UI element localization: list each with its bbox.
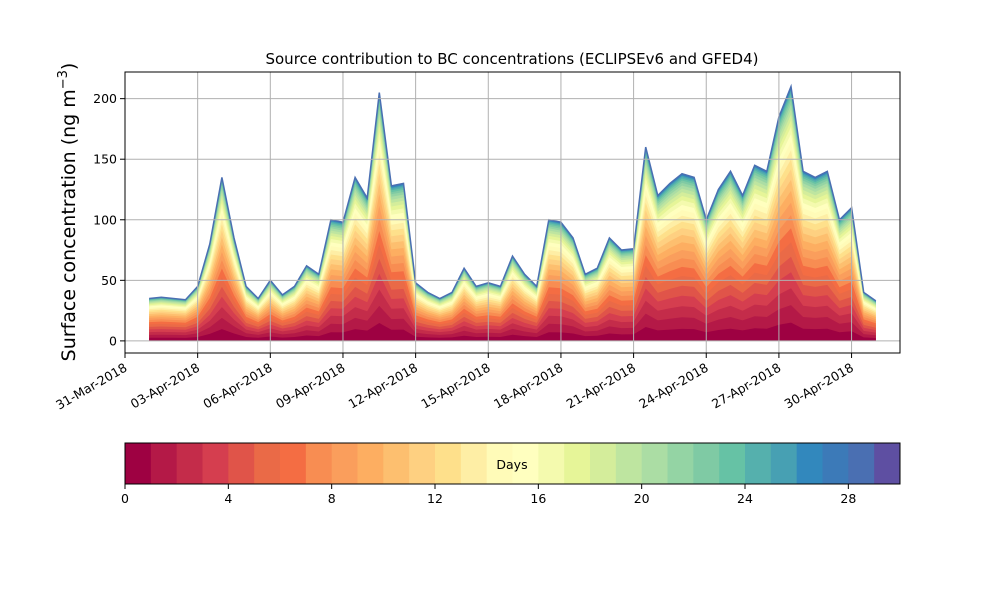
colorbar xyxy=(125,443,901,484)
colorbar-tick-label: 8 xyxy=(328,491,336,506)
colorbar-label: Days xyxy=(496,457,527,472)
colorbar-segment xyxy=(564,443,591,484)
colorbar-tick-label: 20 xyxy=(634,491,650,506)
colorbar-tick-label: 28 xyxy=(840,491,856,506)
x-tick-label: 27-Apr-2018 xyxy=(709,360,783,412)
colorbar-segment xyxy=(486,443,513,484)
colorbar-segment xyxy=(796,443,823,484)
colorbar-segment xyxy=(641,443,668,484)
colorbar-segment xyxy=(615,443,643,484)
colorbar-segment xyxy=(460,443,488,484)
colorbar-segment xyxy=(280,443,307,484)
y-axis-label: Surface concentration (ng m−3) xyxy=(56,63,80,362)
colorbar-segment xyxy=(874,443,901,484)
colorbar-ticks: 0 4 8 12 16 20 24 28 xyxy=(121,484,856,506)
colorbar-segment xyxy=(228,443,255,484)
colorbar-tick-label: 12 xyxy=(427,491,443,506)
colorbar-segment xyxy=(409,443,436,484)
colorbar-segment xyxy=(176,443,203,484)
colorbar-segment xyxy=(667,443,694,484)
colorbar-segment xyxy=(435,443,462,484)
x-tick-label: 06-Apr-2018 xyxy=(200,360,274,412)
colorbar-segment xyxy=(590,443,617,484)
colorbar-segment xyxy=(202,443,229,484)
y-axis-label-exponent: −3 xyxy=(56,70,71,89)
colorbar-segment xyxy=(848,443,875,484)
x-tick-label: 09-Apr-2018 xyxy=(273,360,347,412)
colorbar-tick-label: 24 xyxy=(737,491,753,506)
colorbar-segment xyxy=(693,443,720,484)
stacked-areas xyxy=(149,83,877,341)
y-axis: 0 50 100 150 200 xyxy=(93,91,125,348)
colorbar-segment xyxy=(305,443,333,484)
colorbar-segment xyxy=(150,443,178,484)
x-tick-label: 12-Apr-2018 xyxy=(346,360,420,412)
x-tick-label: 03-Apr-2018 xyxy=(128,360,202,412)
colorbar-segment xyxy=(254,443,281,484)
colorbar-segment xyxy=(357,443,384,484)
colorbar-segment xyxy=(331,443,358,484)
y-tick-label: 50 xyxy=(101,273,117,288)
colorbar-segment xyxy=(383,443,410,484)
colorbar-segment xyxy=(745,443,772,484)
x-axis: 31-Mar-201803-Apr-201806-Apr-201809-Apr-… xyxy=(53,353,856,413)
colorbar-segment xyxy=(125,443,152,484)
chart-title: Source contribution to BC concentrations… xyxy=(265,50,758,68)
x-tick-label: 21-Apr-2018 xyxy=(564,360,638,412)
colorbar-segment xyxy=(719,443,746,484)
x-tick-label: 15-Apr-2018 xyxy=(418,360,492,412)
y-tick-label: 0 xyxy=(109,333,117,348)
colorbar-segment xyxy=(770,443,798,484)
area-layer-day-0 xyxy=(149,322,876,341)
colorbar-frame xyxy=(124,442,901,485)
x-tick-label: 24-Apr-2018 xyxy=(636,360,710,412)
x-tick-label: 18-Apr-2018 xyxy=(491,360,565,412)
colorbar-tick-label: 0 xyxy=(121,491,129,506)
y-tick-label: 100 xyxy=(93,212,117,227)
x-tick-label: 30-Apr-2018 xyxy=(782,360,856,412)
x-tick-label: 31-Mar-2018 xyxy=(53,360,129,413)
y-axis-label-close: ) xyxy=(58,63,80,70)
y-tick-label: 150 xyxy=(93,152,117,167)
plot-frame xyxy=(124,71,901,354)
y-tick-label: 200 xyxy=(93,91,117,106)
y-axis-label-main: Surface concentration (ng m xyxy=(58,89,80,361)
colorbar-segment xyxy=(538,443,565,484)
colorbar-segment xyxy=(822,443,849,484)
colorbar-tick-label: 4 xyxy=(224,491,232,506)
colorbar-tick-label: 16 xyxy=(530,491,546,506)
colorbar-segment xyxy=(512,443,539,484)
